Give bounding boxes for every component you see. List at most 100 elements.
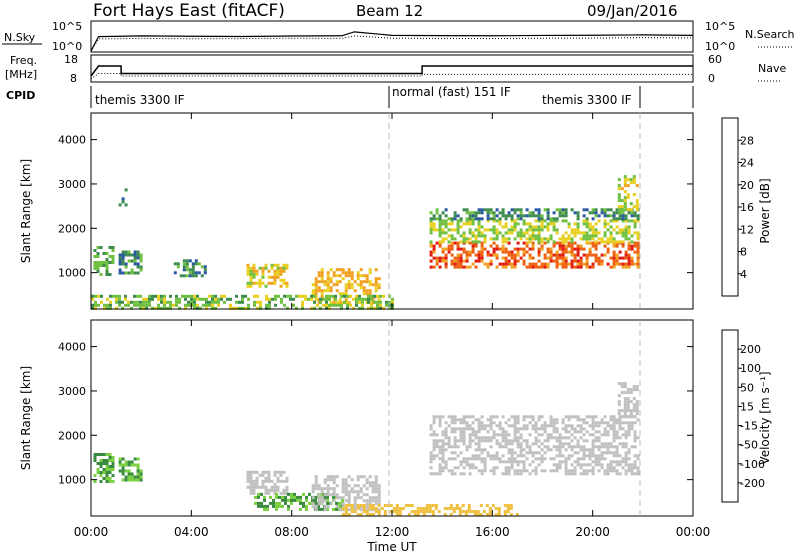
data-cell (365, 280, 369, 284)
data-cell (504, 469, 508, 473)
data-cell (519, 427, 523, 431)
data-cell (597, 231, 601, 235)
data-cell (462, 234, 466, 238)
data-cell (465, 256, 469, 260)
data-cell (314, 277, 318, 281)
data-cell (564, 262, 568, 266)
data-cell (273, 281, 277, 285)
data-cell (311, 487, 315, 491)
data-cell (594, 256, 598, 260)
data-cell (498, 460, 502, 464)
data-cell (450, 427, 454, 431)
data-cell (453, 262, 457, 266)
data-cell (249, 470, 253, 474)
data-cell (182, 268, 186, 272)
data-cell (480, 472, 484, 476)
data-cell (350, 478, 354, 482)
data-cell (486, 262, 490, 266)
data-cell (290, 495, 293, 499)
data-cell (249, 269, 253, 273)
data-cell (102, 462, 106, 465)
data-cell (121, 469, 125, 473)
data-cell (534, 466, 538, 470)
data-cell (255, 476, 259, 480)
data-cell (507, 442, 511, 446)
data-cell (492, 466, 496, 470)
data-cell (564, 214, 568, 218)
data-cell (249, 482, 253, 486)
data-cell (323, 478, 327, 482)
data-cell (435, 208, 439, 212)
data-cell (591, 442, 595, 446)
data-cell (193, 300, 196, 304)
y-tick-label: 2000 (58, 429, 86, 442)
data-cell (310, 294, 313, 298)
data-cell (392, 507, 396, 510)
data-cell (200, 274, 204, 278)
data-cell (636, 231, 640, 235)
data-cell (489, 244, 493, 248)
data-cell (340, 303, 343, 307)
data-cell (444, 231, 448, 235)
data-cell (504, 225, 508, 229)
data-cell (462, 237, 466, 241)
data-cell (552, 219, 556, 223)
data-cell (561, 237, 565, 241)
data-cell (344, 504, 348, 507)
data-cell (477, 469, 481, 473)
data-cell (501, 445, 505, 449)
data-cell (151, 294, 154, 298)
data-cell (549, 433, 553, 437)
data-cell (555, 262, 559, 266)
data-cell (109, 300, 112, 304)
data-cell (468, 222, 472, 226)
data-cell (504, 214, 508, 218)
data-cell (356, 507, 360, 510)
data-cell (615, 240, 619, 244)
data-cell (591, 415, 595, 419)
data-cell (540, 244, 544, 248)
data-cell (480, 448, 484, 452)
data-cell (190, 297, 193, 301)
cpid-panel: CPID themis 3300 IF normal (fast) 151 IF… (6, 85, 694, 108)
data-cell (516, 259, 520, 263)
data-cell (169, 306, 172, 310)
data-cell (304, 297, 307, 301)
data-cell (600, 454, 604, 458)
data-cell (344, 298, 348, 302)
data-cell (570, 454, 574, 458)
data-cell (594, 415, 598, 419)
data-cell (416, 513, 420, 516)
data-cell (495, 253, 499, 257)
data-cell (459, 256, 463, 260)
data-cell (585, 415, 589, 419)
data-cell (459, 430, 463, 434)
data-cell (287, 498, 290, 502)
data-cell (537, 240, 541, 244)
data-cell (456, 427, 460, 431)
data-cell (612, 219, 616, 223)
data-cell (326, 286, 330, 290)
data-cell (501, 460, 505, 464)
data-cell (504, 436, 508, 440)
data-cell (522, 222, 526, 226)
data-cell (636, 250, 640, 254)
data-cell (603, 445, 607, 449)
data-cell (510, 265, 514, 269)
data-cell (272, 501, 275, 505)
data-cell (188, 259, 192, 263)
data-cell (185, 265, 189, 269)
data-cell (462, 439, 466, 443)
data-cell (624, 237, 628, 241)
data-cell (468, 219, 472, 223)
data-cell (579, 457, 583, 461)
data-cell (498, 211, 502, 215)
data-cell (326, 289, 330, 293)
data-cell (252, 272, 256, 276)
data-cell (537, 265, 541, 269)
data-cell (382, 306, 385, 310)
data-cell (205, 297, 208, 301)
data-cell (507, 448, 511, 452)
data-cell (552, 436, 556, 440)
data-cell (326, 498, 329, 502)
